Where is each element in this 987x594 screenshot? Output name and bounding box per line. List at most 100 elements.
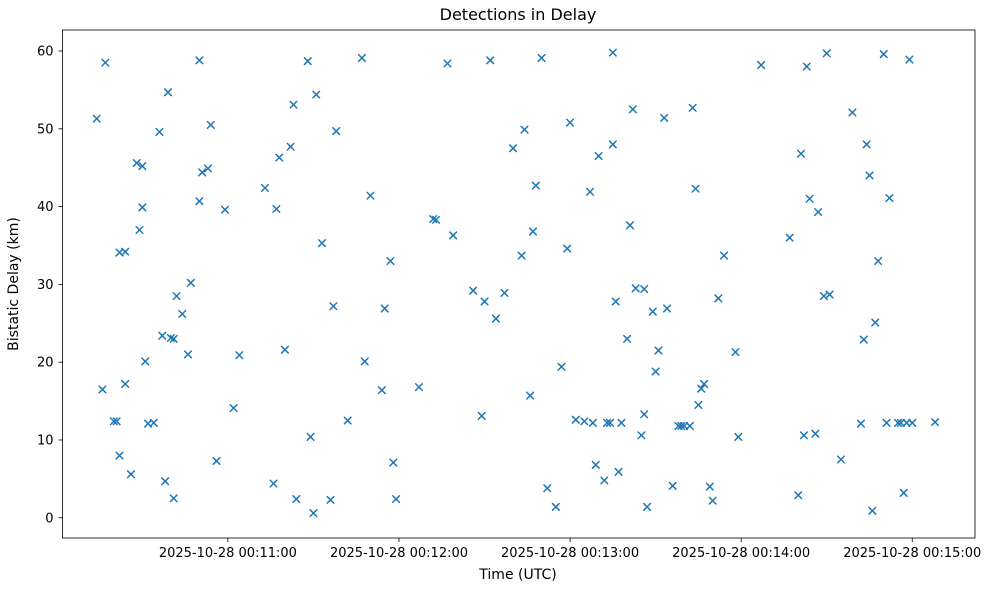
data-point-marker — [594, 151, 603, 161]
data-point-marker — [109, 417, 118, 426]
data-point-marker — [155, 127, 164, 136]
data-point-marker — [714, 294, 723, 303]
data-point-marker — [366, 191, 375, 200]
data-point-marker — [169, 494, 178, 503]
data-point-marker — [121, 247, 130, 256]
data-point-marker — [648, 307, 657, 316]
data-point-marker — [617, 418, 626, 427]
data-point-marker — [158, 331, 167, 340]
data-point-marker — [785, 233, 794, 242]
data-point-marker — [198, 168, 207, 177]
data-point-marker — [623, 334, 632, 343]
data-point-marker — [885, 193, 894, 203]
data-point-marker — [303, 57, 312, 66]
data-point-marker — [691, 184, 700, 193]
data-point-marker — [98, 385, 107, 394]
x-axis-label: Time (UTC) — [478, 567, 556, 583]
data-point-marker — [822, 49, 831, 58]
data-point-marker — [203, 164, 212, 173]
data-point-marker — [694, 400, 703, 410]
data-point-marker — [357, 53, 366, 63]
data-point-marker — [896, 418, 905, 427]
data-point-marker — [856, 419, 865, 428]
data-point-marker — [720, 251, 729, 260]
data-point-marker — [449, 231, 458, 240]
data-point-marker — [705, 482, 714, 491]
data-point-marker — [526, 391, 535, 400]
data-point-marker — [625, 221, 635, 230]
x-tick-label: 2025-10-28 00:11:00 — [159, 546, 297, 561]
data-point-marker — [386, 257, 395, 266]
data-point-marker — [899, 488, 908, 497]
data-point-marker — [280, 345, 289, 354]
y-tick-label: 40 — [37, 200, 54, 215]
data-point-marker — [161, 477, 170, 486]
data-point-marker — [115, 451, 124, 460]
data-point-marker — [563, 244, 572, 253]
data-point-marker — [677, 421, 686, 431]
data-point-marker — [360, 357, 369, 366]
data-point-marker — [380, 304, 389, 313]
data-point-marker — [654, 346, 663, 355]
y-tick-label: 20 — [37, 356, 54, 371]
data-point-marker — [825, 290, 834, 299]
data-point-marker — [531, 181, 540, 190]
data-point-marker — [731, 348, 740, 357]
data-point-marker — [186, 278, 195, 287]
data-point-marker — [508, 144, 518, 153]
data-point-marker — [571, 415, 580, 424]
data-point-marker — [580, 417, 589, 426]
data-point-marker — [332, 127, 341, 136]
data-point-marker — [272, 204, 281, 213]
data-point-marker — [289, 100, 298, 109]
data-point-marker — [275, 153, 284, 162]
data-point-marker — [862, 140, 871, 149]
data-point-marker — [477, 411, 486, 420]
data-point-marker — [905, 55, 914, 64]
data-point-marker — [92, 114, 101, 123]
data-point-marker — [500, 288, 509, 297]
data-point-marker — [389, 458, 398, 467]
data-point-marker — [700, 379, 709, 389]
data-point-marker — [138, 203, 147, 212]
data-point-marker — [865, 171, 874, 180]
data-point-marker — [557, 362, 566, 371]
data-point-marker — [611, 297, 620, 306]
data-point-marker — [640, 285, 649, 294]
data-point-marker — [879, 50, 888, 59]
y-tick-label: 0 — [45, 511, 53, 526]
data-point-marker — [797, 149, 806, 158]
data-point-marker — [908, 418, 917, 427]
y-tick-label: 50 — [37, 122, 54, 137]
data-point-marker — [260, 183, 270, 192]
data-point-marker — [802, 62, 811, 71]
data-point-marker — [680, 421, 689, 431]
data-point-marker — [588, 418, 597, 427]
data-point-marker — [269, 479, 278, 488]
data-point-marker — [377, 386, 386, 395]
data-point-marker — [528, 227, 538, 236]
y-tick-label: 30 — [37, 278, 54, 293]
data-point-marker — [697, 384, 706, 393]
data-point-marker — [893, 418, 903, 427]
data-point-marker — [312, 90, 321, 99]
data-point-marker — [871, 318, 880, 327]
data-point-marker — [651, 367, 660, 376]
data-point-marker — [491, 314, 500, 323]
data-point-marker — [591, 460, 600, 469]
data-point-marker — [734, 432, 743, 441]
data-point-marker — [543, 484, 552, 493]
data-point-marker — [882, 418, 891, 427]
chart-title: Detections in Delay — [440, 5, 597, 24]
data-point-marker — [343, 416, 352, 425]
data-point-marker — [112, 417, 121, 426]
data-point-marker — [637, 431, 646, 440]
data-point-marker — [614, 467, 623, 476]
data-point-marker — [757, 60, 766, 70]
data-point-marker — [163, 88, 173, 97]
data-point-marker — [608, 48, 617, 57]
data-point-marker — [662, 304, 672, 313]
data-point-marker — [600, 476, 609, 485]
data-point-marker — [811, 429, 820, 438]
data-point-marker — [520, 125, 529, 134]
